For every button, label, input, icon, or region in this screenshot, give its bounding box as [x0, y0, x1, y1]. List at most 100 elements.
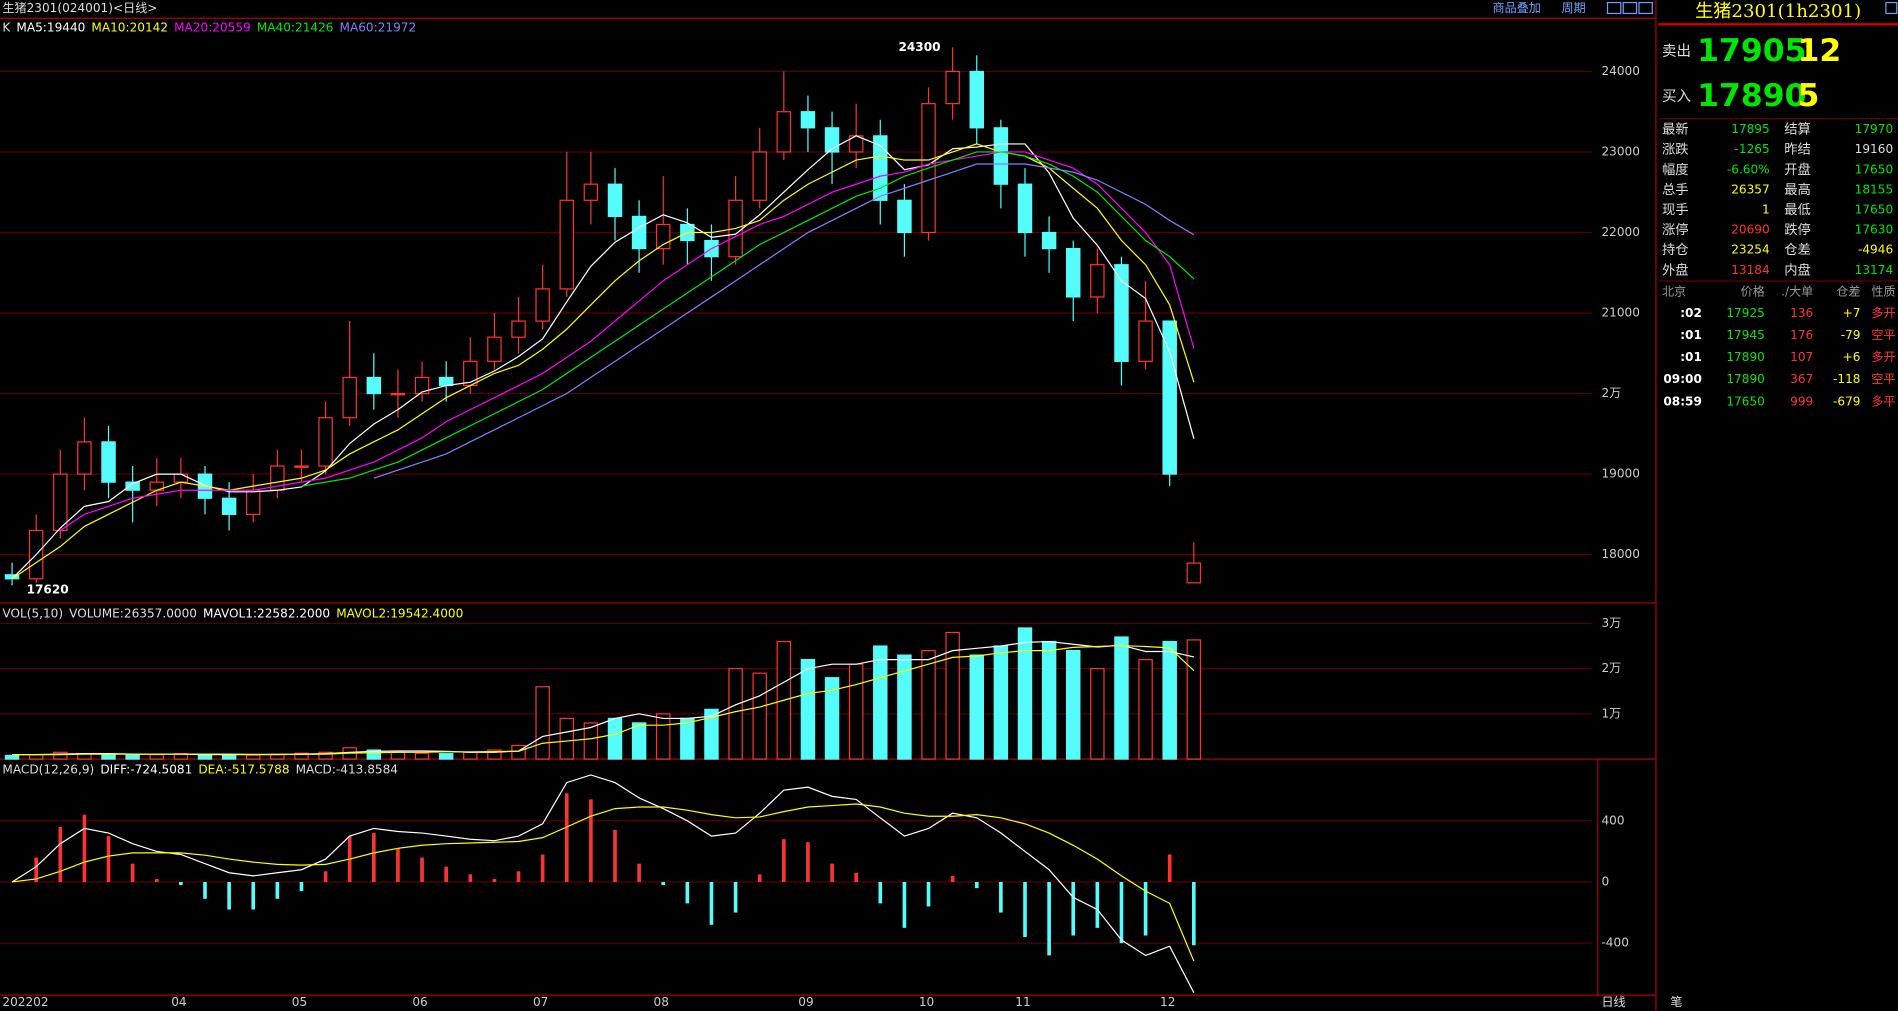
trade-cell: 107 [1790, 350, 1813, 364]
macd-bar [372, 833, 376, 882]
macd-bar [420, 857, 424, 882]
volume-bar [221, 754, 237, 760]
macd-bar [733, 881, 738, 913]
daily-tab[interactable]: 日线 [1601, 995, 1625, 1009]
volume-bar [318, 751, 333, 760]
trade-cell: -118 [1833, 372, 1860, 386]
macd-bar [854, 872, 858, 882]
x-tick-label: 202202 [2, 995, 48, 1009]
quote-label: 总手 [1662, 182, 1689, 198]
legend-entry: MAVOL2:19542.4000 [336, 606, 463, 620]
x-tick-label: 04 [171, 995, 187, 1009]
trade-cell: +7 [1843, 306, 1861, 320]
volume-bar [1114, 636, 1129, 760]
period-button[interactable]: 周期 [1561, 1, 1585, 15]
macd-bar [82, 814, 87, 882]
candle-body [873, 135, 888, 201]
series-line [12, 803, 1195, 962]
legend-entry: MACD(12,26,9) [2, 762, 94, 776]
volume-bar [101, 753, 116, 760]
quote-value: 13184 [1731, 263, 1770, 277]
candle-body [318, 417, 333, 467]
candle-body [245, 489, 261, 515]
quote-value: 13174 [1855, 263, 1894, 277]
volume-bar [1162, 640, 1177, 760]
trade-cell: 17890 [1726, 350, 1764, 364]
y-tick-label: 24000 [1601, 64, 1639, 78]
volume-bar [921, 649, 936, 760]
bid-size: 5 [1798, 78, 1820, 114]
candle-body [366, 376, 382, 395]
ask-label: 卖出 [1662, 43, 1691, 60]
y-tick-label: 21000 [1601, 306, 1639, 320]
y-tick-label: 22000 [1601, 225, 1639, 239]
trade-cell: 空平 [1871, 328, 1895, 342]
volume-bar [294, 752, 309, 760]
macd-bar [685, 881, 690, 904]
quote-label: 结算 [1784, 122, 1811, 138]
macd-bar [782, 839, 786, 882]
quote-value: 17650 [1855, 162, 1893, 176]
trades-header: 仓差 [1836, 284, 1860, 298]
trades-header: 价格 [1741, 283, 1765, 298]
volume-bar [655, 713, 671, 760]
x-tick-label: 05 [292, 995, 307, 1009]
quote-value: 17895 [1731, 122, 1769, 136]
y-tick-label: 23000 [1601, 144, 1639, 158]
macd-bar [613, 829, 617, 882]
pen-tab[interactable]: 笔 [1670, 994, 1682, 1009]
legend-entry: MA60:21972 [340, 20, 417, 34]
series-line [11, 774, 1195, 993]
macd-bar [323, 871, 328, 882]
quote-label: 持仓 [1662, 242, 1689, 258]
quote-value: -4946 [1858, 243, 1893, 257]
candle-body [4, 574, 20, 580]
quote-value: 18155 [1855, 182, 1893, 196]
volume-bar [680, 717, 695, 760]
volume-bar [149, 753, 165, 760]
candle-body [125, 481, 140, 491]
legend-entry: MAVOL1:22582.2000 [203, 606, 330, 620]
x-tick-label: 10 [919, 995, 934, 1009]
volume-bar [197, 753, 213, 760]
candle-body [390, 392, 406, 396]
legend-entry: K [2, 20, 11, 34]
ask-size: 12 [1798, 33, 1842, 69]
candle-body [294, 465, 309, 468]
quote-label: 最高 [1784, 181, 1811, 198]
trade-cell: +6 [1843, 350, 1861, 364]
window-icons[interactable] [1606, 1, 1653, 15]
overlay-button[interactable]: 商品叠加 [1492, 0, 1540, 15]
quote-value: 1 [1762, 203, 1770, 217]
min-annotation: 17620 [27, 583, 69, 597]
volume-bar [969, 654, 984, 760]
x-tick-label: 08 [654, 995, 669, 1009]
macd-bar [251, 881, 256, 910]
quote-value: 17630 [1855, 223, 1893, 237]
macd-bar [974, 881, 979, 889]
macd-bar [1095, 881, 1100, 928]
series-line [11, 143, 1195, 580]
volume-bar [993, 645, 1009, 760]
trade-cell: 09:00 [1663, 372, 1702, 386]
candle-body [1017, 183, 1033, 234]
x-tick-label: 12 [1160, 995, 1175, 1009]
legend-entry: MACD:-413.8584 [296, 762, 399, 776]
quote-label: 现手 [1662, 202, 1689, 218]
series-line [12, 644, 1195, 756]
macd-bar [106, 836, 111, 882]
volume-bar [1041, 640, 1057, 760]
trade-cell: -79 [1841, 328, 1861, 342]
candle-body [173, 473, 189, 483]
trade-cell: 多开 [1871, 350, 1895, 364]
candle-body [824, 127, 840, 153]
y-tick-label: 3万 [1601, 616, 1621, 630]
x-tick-label: 06 [412, 995, 427, 1009]
x-tick-label: 07 [533, 995, 548, 1009]
trade-cell: 136 [1790, 306, 1813, 320]
candle-body [101, 441, 116, 483]
macd-bar [444, 866, 448, 882]
volume-bar [1090, 668, 1105, 760]
candle-body [511, 320, 526, 338]
